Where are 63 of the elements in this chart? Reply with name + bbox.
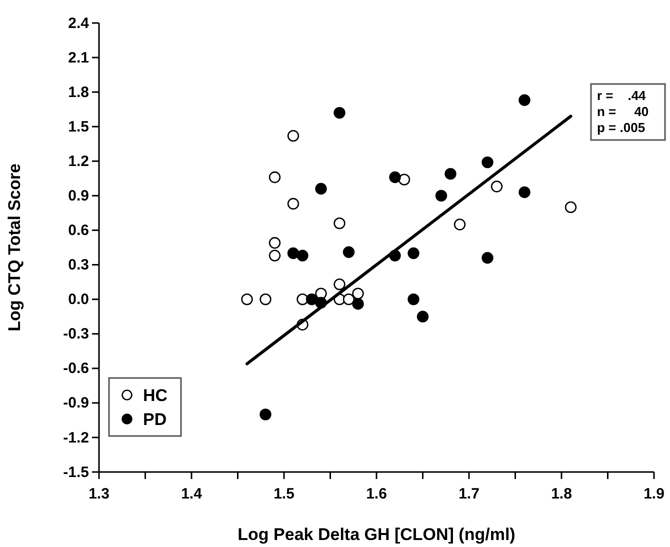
legend-label: HC (143, 386, 168, 405)
point (287, 130, 300, 142)
point (296, 293, 308, 306)
y-tick-label: 0.0 (68, 291, 89, 308)
point (518, 94, 530, 106)
point (490, 180, 503, 192)
point (389, 171, 401, 184)
point (306, 293, 318, 306)
point (416, 310, 429, 322)
y-tick-label: 1.2 (68, 152, 89, 170)
y-tick-label: 0.6 (68, 222, 89, 240)
y-axis-title: Log CTQ Total Score (5, 164, 24, 332)
annotation: n = 40 (597, 104, 649, 119)
point (315, 182, 327, 195)
annotation: r = .44 (597, 88, 647, 103)
point (342, 246, 355, 258)
x-tick-label: 1.7 (458, 486, 480, 502)
point (352, 298, 364, 310)
y-tick-label: -0.3 (63, 326, 89, 343)
point (435, 190, 448, 202)
point (334, 106, 346, 119)
point (408, 247, 420, 260)
y-tick-label: 2.1 (68, 49, 89, 66)
y-tick-label: 1.8 (68, 84, 89, 101)
x-axis-title: Log Peak Delta GH [CLON] (ng/ml) (238, 525, 516, 544)
point (268, 171, 281, 184)
x-tick-label: 1.4 (181, 486, 203, 502)
point (287, 198, 300, 210)
y-tick-label: -1.2 (63, 429, 89, 446)
point (482, 156, 494, 168)
x-tick-label: 1.3 (88, 486, 110, 502)
y-tick-label: -0.9 (63, 394, 89, 412)
point (482, 252, 494, 264)
x-tick-label: 1.8 (551, 486, 572, 502)
point (260, 293, 272, 306)
point (398, 174, 410, 186)
point (454, 218, 466, 230)
point (334, 217, 346, 230)
point (268, 250, 281, 262)
stats-box: r = .44 n = 40 p = .005 (590, 83, 666, 141)
point (444, 168, 456, 180)
x-tick-label: 1.9 (644, 486, 664, 502)
y-tick-label: 2.4 (68, 14, 90, 32)
point (268, 237, 281, 249)
x-tick-label: 1.6 (366, 486, 387, 502)
point (334, 278, 346, 290)
point (408, 293, 420, 306)
point (342, 293, 355, 306)
y-tick-label: 1.5 (68, 118, 89, 136)
legend-label: PD (143, 410, 167, 429)
y-tick-label: -0.6 (63, 360, 89, 378)
point (352, 288, 364, 300)
point (287, 247, 300, 260)
y-tick-label: 0.3 (68, 256, 89, 274)
annotation: p = .005 (597, 120, 646, 135)
x-tick-label: 1.5 (274, 486, 294, 502)
y-tick-label: -1.5 (63, 464, 89, 481)
point (260, 408, 272, 420)
point (564, 201, 577, 214)
point (518, 186, 530, 198)
point (296, 250, 308, 262)
y-tick-label: 0.9 (68, 187, 89, 204)
point (241, 293, 253, 306)
